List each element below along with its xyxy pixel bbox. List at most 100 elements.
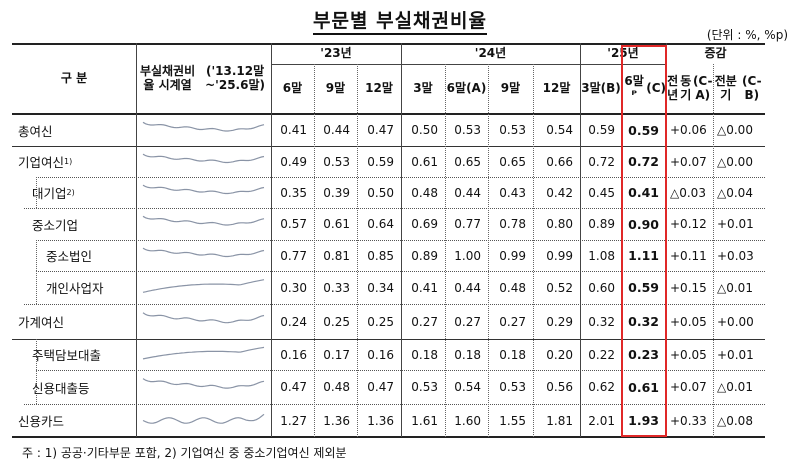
value-cell: 1.00: [454, 248, 481, 263]
header-col-8: 6말ᴾ (C): [624, 74, 666, 102]
value-cell: 1.27: [280, 413, 307, 428]
value-cell: 0.33: [323, 280, 350, 295]
table-rule: [36, 370, 37, 404]
value-cell: 0.39: [323, 185, 350, 200]
value-cell: 0.48: [499, 280, 526, 295]
change-cell: +0.15: [670, 280, 707, 295]
value-cell: 0.18: [454, 347, 481, 362]
sparkline-path: [142, 121, 265, 132]
row-label: 신용대출등: [32, 380, 90, 396]
value-cell: 1.61: [411, 413, 438, 428]
header-year-2025: '25년: [607, 45, 639, 60]
value-cell: 0.59: [367, 154, 394, 169]
table-rule: [36, 177, 765, 178]
sparkline-icon: [142, 153, 265, 164]
value-cell: 0.44: [454, 185, 481, 200]
value-cell: 0.61: [411, 154, 438, 169]
value-cell: 0.65: [499, 154, 526, 169]
value-cell: 0.53: [323, 154, 350, 169]
change-cell: +0.06: [670, 123, 707, 137]
sparkline-path: [142, 378, 265, 389]
value-cell: 0.16: [280, 347, 307, 362]
row-label: 대기업 2): [32, 186, 75, 201]
sparkline-path: [142, 413, 265, 424]
sparkline-icon: [142, 413, 265, 424]
current-value-cell: 0.23: [628, 347, 659, 362]
value-cell: 0.53: [499, 123, 526, 137]
value-cell: 0.69: [411, 217, 438, 231]
value-cell: 0.25: [367, 314, 394, 329]
value-cell: 0.47: [367, 123, 394, 137]
value-cell: 0.50: [411, 123, 438, 137]
change-cell: +0.11: [670, 248, 707, 263]
header-col-10: 전분기 (C-B): [714, 74, 762, 102]
change-cell: △0.03: [670, 185, 706, 200]
row-label: 기업여신 1): [18, 155, 73, 170]
change-cell: △0.00: [717, 154, 753, 169]
value-cell: 0.34: [367, 280, 394, 295]
page-title: 부문별 부실채권비율: [0, 6, 800, 35]
change-cell: △0.01: [717, 280, 753, 295]
value-cell: 0.81: [323, 248, 350, 263]
table-rule: [12, 113, 765, 115]
change-cell: +0.01: [717, 217, 754, 231]
table-rule: [24, 208, 765, 209]
row-label: 총여신: [18, 123, 53, 139]
header-timeseries: 부실채권비율 시계열 ('13.12말~'25.6말): [139, 63, 265, 92]
table-rule: [271, 43, 272, 437]
value-cell: 0.48: [323, 380, 350, 394]
change-cell: △0.04: [717, 185, 753, 200]
sparkline-icon: [142, 247, 265, 258]
header-category: 구 분: [60, 70, 88, 85]
table-rule: [24, 404, 765, 405]
sparkline-path: [142, 184, 265, 195]
value-cell: 0.35: [280, 185, 307, 200]
change-cell: +0.00: [717, 314, 754, 329]
value-cell: 0.17: [323, 347, 350, 362]
value-cell: 0.44: [323, 123, 350, 137]
table-rule: [488, 64, 489, 437]
change-cell: +0.05: [670, 347, 707, 362]
value-cell: 0.16: [367, 347, 394, 362]
change-cell: +0.12: [670, 217, 707, 231]
table-rule: [401, 43, 402, 437]
table-rule: [36, 370, 765, 371]
table-rule: [271, 64, 666, 65]
table-rule: [36, 240, 765, 241]
value-cell: 0.22: [588, 347, 615, 362]
table-rule: [136, 43, 137, 437]
value-cell: 0.52: [546, 280, 573, 295]
table-rule: [533, 64, 534, 437]
sparkline-icon: [142, 279, 265, 293]
current-value-cell: 0.90: [628, 216, 659, 232]
sparkline-path: [142, 312, 265, 324]
table-rule: [36, 240, 37, 271]
table-rule: [12, 436, 765, 438]
table-rule: [36, 271, 37, 304]
header-year-2023: '23년: [320, 45, 352, 60]
value-cell: 0.99: [499, 248, 526, 263]
table-rule: [580, 43, 581, 437]
change-cell: △0.08: [717, 413, 753, 428]
value-cell: 0.60: [588, 280, 615, 295]
sparkline-icon: [142, 378, 265, 389]
value-cell: 0.47: [367, 380, 394, 394]
value-cell: 0.50: [367, 185, 394, 200]
value-cell: 0.27: [499, 314, 526, 329]
footnote: 주 : 1) 공공·기타부문 포함, 2) 기업여신 중 중소기업여신 제외분: [22, 446, 347, 460]
value-cell: 0.53: [454, 123, 481, 137]
value-cell: 1.36: [367, 413, 394, 428]
value-cell: 0.27: [454, 314, 481, 329]
header-col-3: 3말: [413, 81, 433, 96]
value-cell: 0.27: [411, 314, 438, 329]
header-col-1: 9말: [325, 81, 346, 96]
value-cell: 0.77: [454, 217, 481, 231]
value-cell: 0.48: [411, 185, 438, 200]
change-cell: +0.07: [670, 380, 707, 394]
value-cell: 0.18: [499, 347, 526, 362]
value-cell: 0.72: [588, 154, 615, 169]
table-rule: [12, 146, 765, 147]
change-cell: +0.33: [670, 413, 707, 428]
value-cell: 1.55: [499, 413, 526, 428]
